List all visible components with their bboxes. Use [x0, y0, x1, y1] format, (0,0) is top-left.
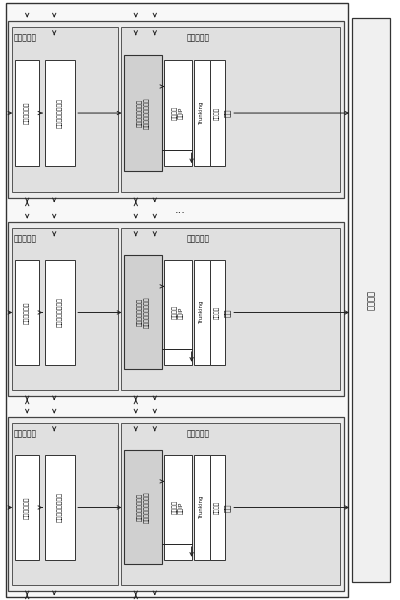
Text: 驱动程序: 驱动程序 — [214, 107, 220, 119]
Text: 应用服务器: 应用服务器 — [14, 429, 37, 438]
Text: 管理接口模块: 管理接口模块 — [24, 301, 30, 324]
Bar — [12, 423, 118, 585]
Text: 硬件: 硬件 — [224, 308, 230, 317]
Text: 应用服务器: 应用服务器 — [14, 234, 37, 243]
Bar — [8, 222, 344, 396]
Bar — [12, 27, 118, 192]
Bar — [164, 60, 192, 166]
Bar — [210, 260, 225, 365]
Bar — [210, 455, 225, 560]
Text: 通信处理器: 通信处理器 — [186, 33, 209, 42]
Bar — [352, 18, 390, 582]
Bar — [124, 451, 162, 565]
Text: Trunking: Trunking — [199, 101, 204, 125]
Text: 负载平衡
单一IP: 负载平衡 单一IP — [172, 106, 184, 120]
Bar — [15, 455, 39, 560]
Text: 负载平衡
单一IP: 负载平衡 单一IP — [172, 305, 184, 319]
Bar — [124, 55, 162, 171]
Bar — [8, 21, 344, 198]
Text: 硬件: 硬件 — [224, 503, 230, 512]
Text: 驱动程序: 驱动程序 — [214, 501, 220, 514]
Bar — [45, 260, 75, 365]
Text: 负载平衡
单一IP: 负载平衡 单一IP — [172, 500, 184, 514]
Text: 管理接口模块: 管理接口模块 — [24, 102, 30, 124]
Text: 硬件: 硬件 — [224, 109, 230, 117]
Text: Trunking: Trunking — [199, 301, 204, 324]
Bar — [8, 417, 344, 591]
Bar — [164, 260, 192, 365]
Bar — [194, 60, 210, 166]
Bar — [121, 423, 340, 585]
Text: 通信处理器: 通信处理器 — [186, 429, 209, 438]
Bar — [121, 228, 340, 390]
Bar — [45, 455, 75, 560]
Text: 可用心跳监测模块: 可用心跳监测模块 — [58, 98, 63, 128]
Bar — [15, 260, 39, 365]
Text: Trunking: Trunking — [199, 496, 204, 519]
Text: 可用心跳监测模块: 可用心跳监测模块 — [58, 493, 63, 523]
Text: 可用心跳监测模块: 可用心跳监测模块 — [58, 298, 63, 328]
Bar — [124, 256, 162, 370]
Text: ...: ... — [174, 205, 186, 215]
Text: 驱动程序: 驱动程序 — [214, 306, 220, 319]
Bar — [15, 60, 39, 166]
Bar — [194, 455, 210, 560]
Text: 应用服务器: 应用服务器 — [14, 33, 37, 42]
Text: 可用新旧信息收集
均分与出错处理模块: 可用新旧信息收集 均分与出错处理模块 — [137, 297, 150, 328]
Bar — [45, 60, 75, 166]
Bar — [121, 27, 340, 192]
Text: 通信处理器: 通信处理器 — [186, 234, 209, 243]
Bar — [12, 228, 118, 390]
Text: 可用新旧信息收集
均分与出错处理模块: 可用新旧信息收集 均分与出错处理模块 — [137, 97, 150, 129]
Text: 可用新旧信息收集
均分与出错处理模块: 可用新旧信息收集 均分与出错处理模块 — [137, 492, 150, 523]
Bar — [194, 260, 210, 365]
Text: 管理接口模块: 管理接口模块 — [24, 496, 30, 519]
Text: 交换网络: 交换网络 — [366, 290, 376, 310]
Bar — [210, 60, 225, 166]
Bar — [164, 455, 192, 560]
Bar — [6, 3, 348, 597]
